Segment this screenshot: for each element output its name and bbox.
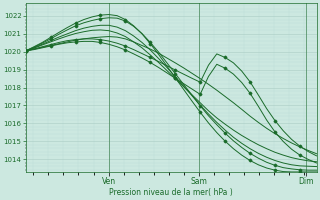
X-axis label: Pression niveau de la mer( hPa ): Pression niveau de la mer( hPa ): [109, 188, 233, 197]
